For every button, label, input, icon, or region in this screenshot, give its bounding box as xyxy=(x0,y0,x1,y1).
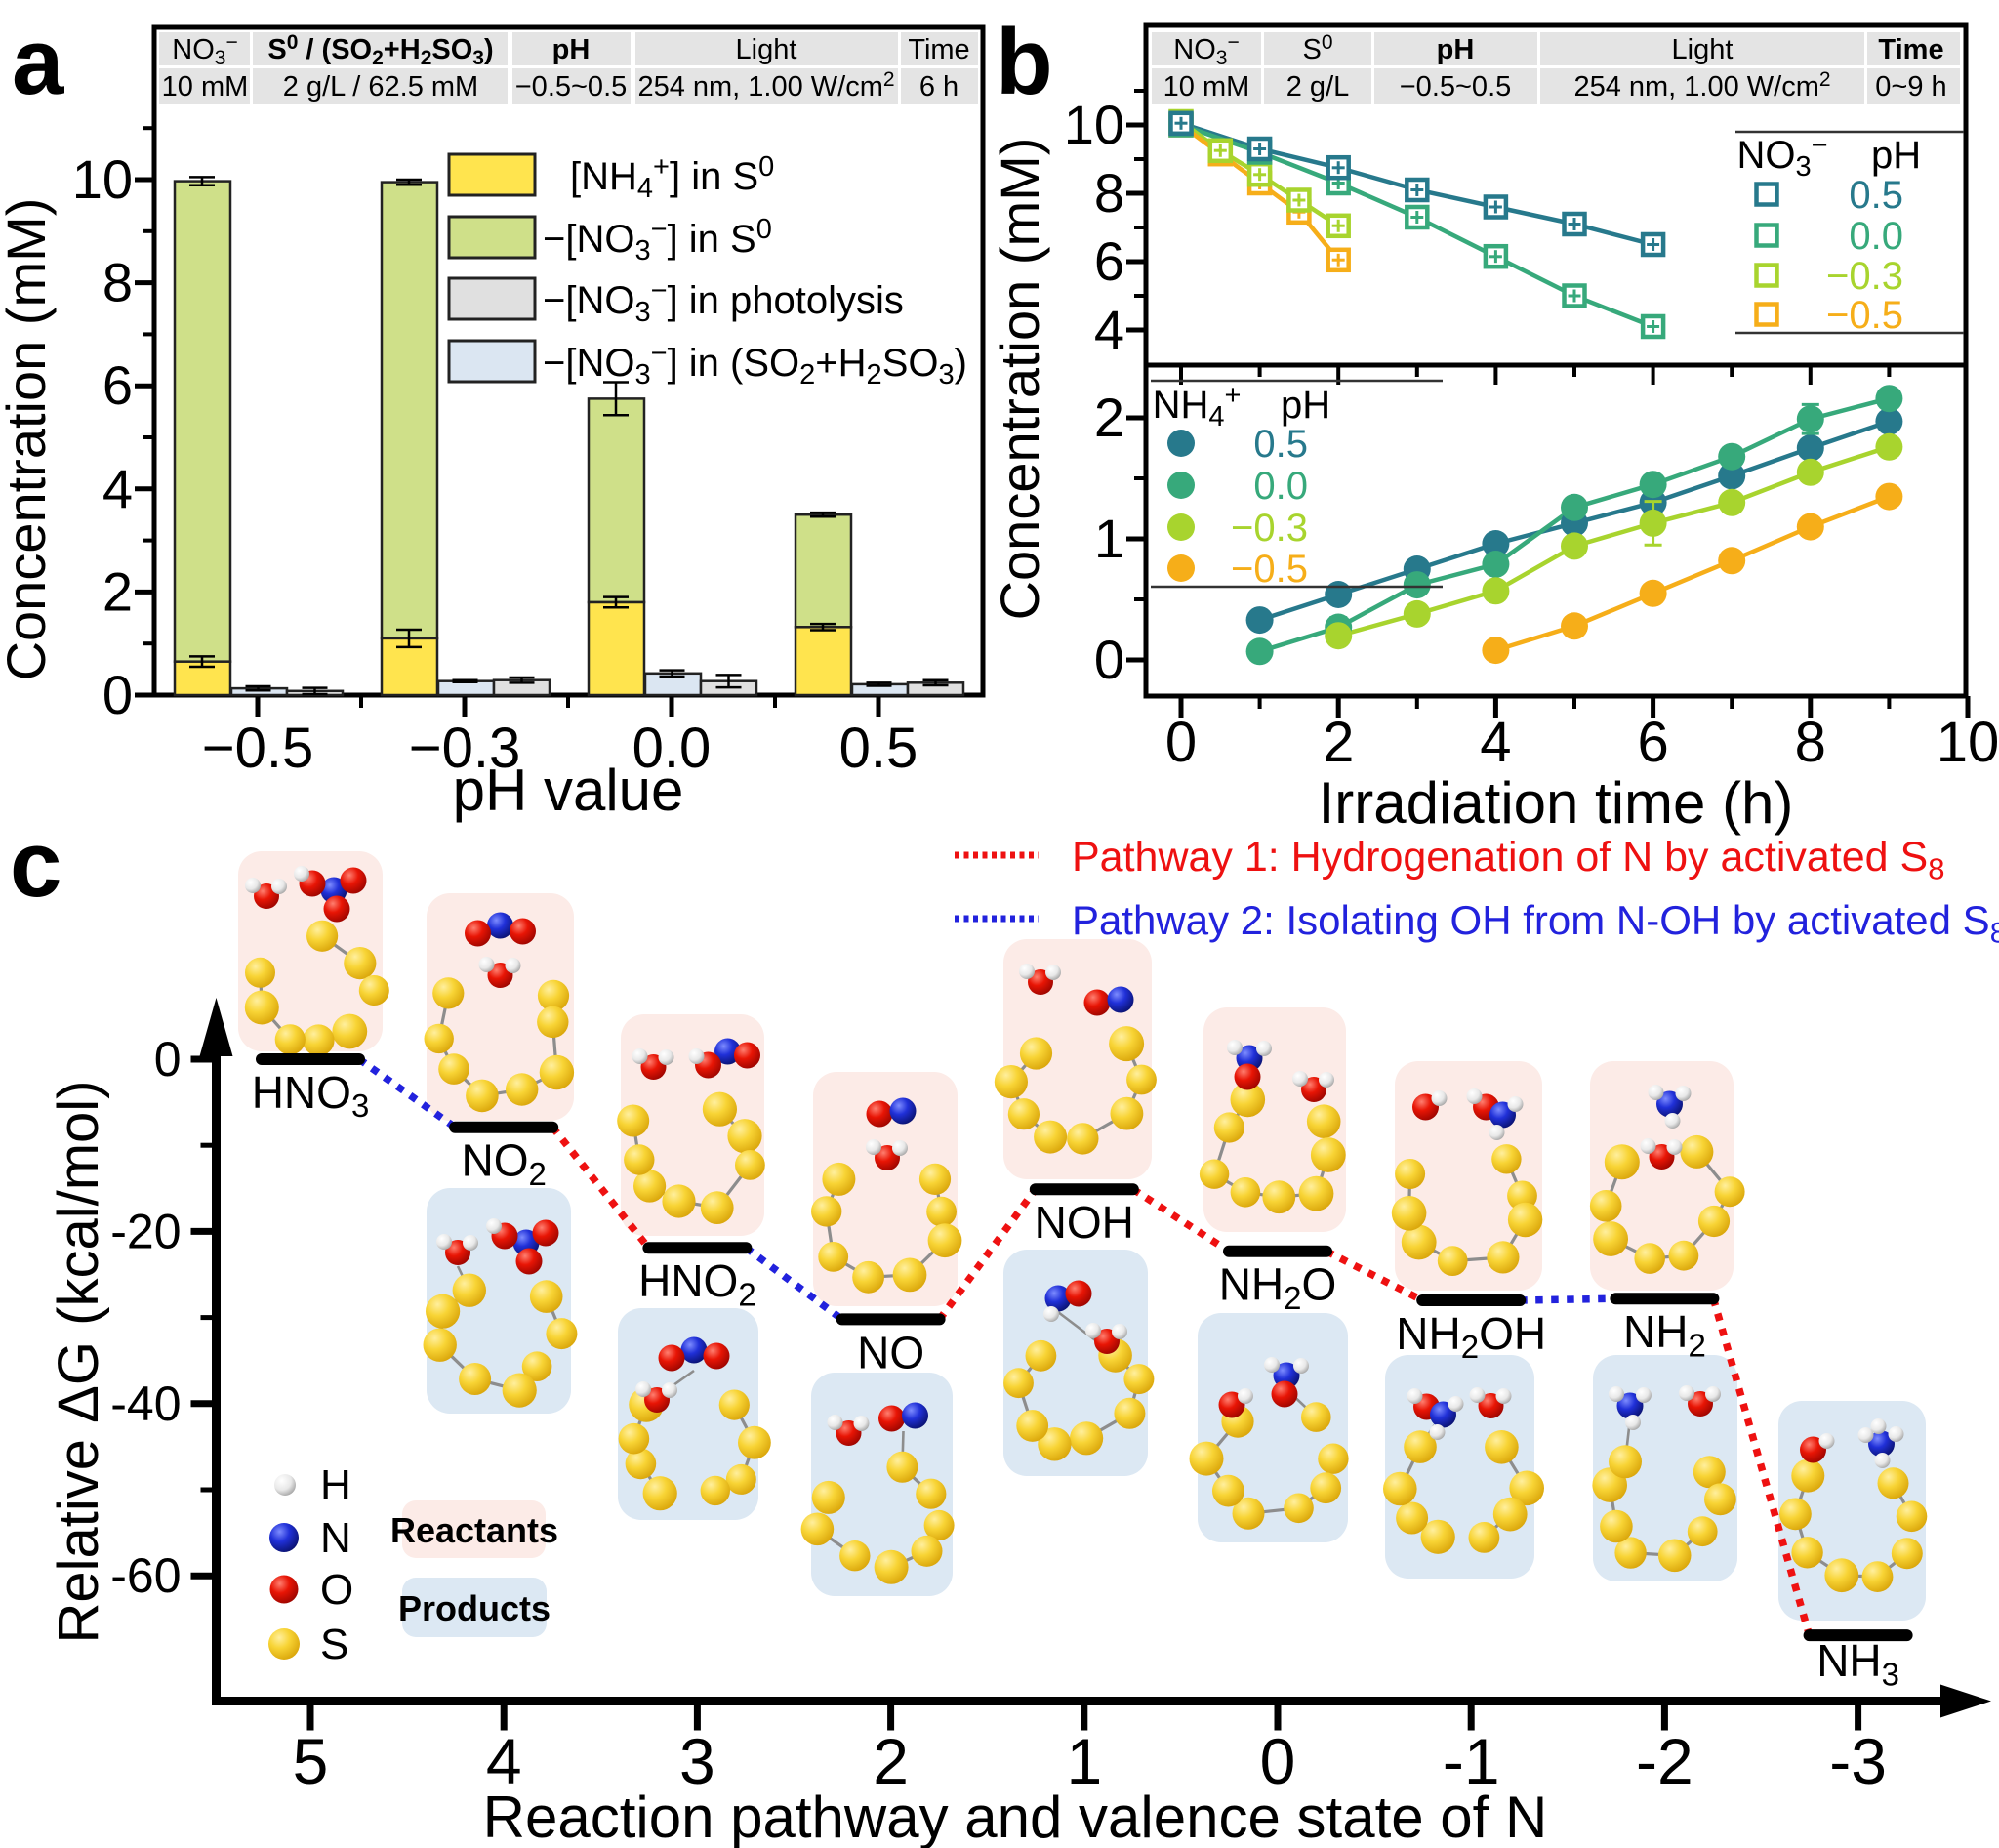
svg-text:H: H xyxy=(320,1461,351,1509)
svg-text:254 nm, 1.00 W/cm2​: 254 nm, 1.00 W/cm2​ xyxy=(1573,68,1830,103)
svg-text:10: 10 xyxy=(1064,94,1124,155)
svg-text:Concentration (mM): Concentration (mM) xyxy=(0,198,57,681)
svg-text:8: 8 xyxy=(1795,711,1826,774)
svg-text:2 g/L: 2 g/L xyxy=(1286,71,1350,103)
svg-text:Light: Light xyxy=(1672,34,1734,65)
svg-text:Time: Time xyxy=(908,34,969,65)
svg-text:pH: pH xyxy=(552,34,591,65)
svg-text:NH2​: NH2​ xyxy=(1623,1306,1706,1363)
svg-text:O: O xyxy=(320,1566,353,1614)
svg-text:HNO2​: HNO2​ xyxy=(638,1255,756,1312)
svg-text:pH: pH xyxy=(1437,34,1475,65)
svg-text:10 mM: 10 mM xyxy=(162,71,249,103)
svg-text:pH value: pH value xyxy=(453,758,684,823)
svg-text:NH2O: NH2O xyxy=(1219,1259,1337,1316)
svg-text:3: 3 xyxy=(679,1725,715,1797)
svg-text:S: S xyxy=(320,1621,348,1668)
svg-text:2 g/L / 62.5 mM: 2 g/L / 62.5 mM xyxy=(283,71,478,103)
svg-text:−0.5~0.5: −0.5~0.5 xyxy=(1400,71,1512,103)
svg-text:S0​: S0​ xyxy=(1302,31,1332,65)
svg-text:−0.3: −0.3 xyxy=(409,717,521,780)
svg-text:0.5: 0.5 xyxy=(1849,174,1903,217)
svg-text:Light: Light xyxy=(736,34,797,65)
svg-text:a: a xyxy=(12,10,64,114)
svg-text:NO: NO xyxy=(857,1327,924,1377)
svg-text:pH: pH xyxy=(1871,134,1921,177)
svg-text:0~9 h: 0~9 h xyxy=(1875,71,1946,103)
svg-text:0: 0 xyxy=(1260,1725,1296,1797)
svg-text:N: N xyxy=(320,1514,351,1562)
svg-text:4: 4 xyxy=(1094,299,1124,360)
svg-text:254 nm, 1.00 W/cm2​: 254 nm, 1.00 W/cm2​ xyxy=(637,68,894,103)
svg-text:Relative ΔG (kcal/mol): Relative ΔG (kcal/mol) xyxy=(47,1081,110,1644)
svg-text:4: 4 xyxy=(1480,711,1511,774)
svg-text:0.5: 0.5 xyxy=(1253,423,1308,466)
svg-text:-3: -3 xyxy=(1829,1725,1887,1797)
svg-text:S0 / (SO2+H2SO3): S0 / (SO2+H2SO3) xyxy=(267,31,493,69)
svg-text:−0.5: −0.5 xyxy=(1826,294,1903,337)
svg-text:Reaction pathway and valence s: Reaction pathway and valence state of N xyxy=(483,1785,1548,1848)
svg-text:Pathway 2: Isolating OH from N: Pathway 2: Isolating OH from N-OH by act… xyxy=(1072,897,1999,949)
svg-text:NO3−​: NO3−​ xyxy=(1173,31,1239,69)
svg-text:6: 6 xyxy=(102,354,133,416)
svg-text:0: 0 xyxy=(1165,711,1197,774)
svg-text:Reactants: Reactants xyxy=(390,1510,558,1550)
svg-text:-20: -20 xyxy=(110,1204,181,1258)
svg-text:10: 10 xyxy=(72,148,133,210)
svg-text:c: c xyxy=(10,812,61,917)
svg-text:6: 6 xyxy=(1637,711,1668,774)
svg-text:6 h: 6 h xyxy=(919,71,959,103)
svg-text:pH: pH xyxy=(1281,384,1330,427)
svg-text:−[NO3−] in (SO2+H2SO3): −[NO3−] in (SO2+H2SO3) xyxy=(543,338,967,390)
svg-text:NO3−​: NO3−​ xyxy=(1736,130,1827,183)
svg-text:NH2OH: NH2OH xyxy=(1396,1308,1546,1365)
svg-text:2: 2 xyxy=(873,1725,909,1797)
svg-text:10: 10 xyxy=(1937,711,1999,774)
svg-text:-2: -2 xyxy=(1636,1725,1693,1797)
svg-text:−0.5: −0.5 xyxy=(1231,548,1308,591)
svg-text:0: 0 xyxy=(1094,629,1124,690)
svg-text:0.0: 0.0 xyxy=(1253,465,1308,508)
svg-text:1: 1 xyxy=(1066,1725,1102,1797)
svg-text:1: 1 xyxy=(1094,508,1124,569)
svg-text:NH4+​: NH4+​ xyxy=(1153,380,1242,432)
svg-text:2: 2 xyxy=(102,560,133,622)
svg-text:0.0: 0.0 xyxy=(632,717,712,780)
svg-text:HNO3​: HNO3​ xyxy=(252,1067,370,1124)
svg-text:−0.3: −0.3 xyxy=(1231,507,1308,550)
svg-text:10 mM: 10 mM xyxy=(1163,71,1250,103)
svg-text:0.5: 0.5 xyxy=(839,717,918,780)
svg-text:5: 5 xyxy=(293,1725,329,1797)
svg-text:2: 2 xyxy=(1323,711,1354,774)
svg-text:Irradiation time (h): Irradiation time (h) xyxy=(1319,770,1794,836)
svg-text:−0.5: −0.5 xyxy=(202,717,314,780)
svg-text:Products: Products xyxy=(398,1588,551,1628)
svg-text:8: 8 xyxy=(1094,162,1124,224)
svg-text:NO2​: NO2​ xyxy=(462,1135,547,1192)
svg-text:[NH4+] in S0​: [NH4+] in S0​ xyxy=(570,151,774,204)
svg-text:8: 8 xyxy=(102,252,133,313)
svg-text:b: b xyxy=(996,10,1053,114)
svg-text:0: 0 xyxy=(102,664,133,725)
svg-text:NOH: NOH xyxy=(1035,1197,1134,1248)
svg-text:−[NO3−] in S0​: −[NO3−] in S0​ xyxy=(543,214,772,267)
svg-text:Concentration (mM): Concentration (mM) xyxy=(989,138,1050,621)
svg-text:NO3−​: NO3−​ xyxy=(172,31,237,69)
svg-text:-1: -1 xyxy=(1443,1725,1500,1797)
svg-text:2: 2 xyxy=(1094,387,1124,448)
svg-text:−0.5~0.5: −0.5~0.5 xyxy=(515,71,628,103)
svg-text:0: 0 xyxy=(154,1032,182,1087)
svg-text:4: 4 xyxy=(102,458,133,519)
svg-text:4: 4 xyxy=(486,1725,522,1797)
svg-text:0.0: 0.0 xyxy=(1849,215,1903,258)
svg-text:−[NO3−] in photolysis: −[NO3−] in photolysis xyxy=(543,275,904,328)
svg-text:−0.3: −0.3 xyxy=(1826,255,1903,298)
svg-text:-60: -60 xyxy=(110,1548,181,1603)
svg-text:6: 6 xyxy=(1094,230,1124,292)
svg-text:-40: -40 xyxy=(110,1376,181,1431)
svg-text:Time: Time xyxy=(1878,34,1943,65)
svg-text:Pathway 1: Hydrogenation of N: Pathway 1: Hydrogenation of N by activat… xyxy=(1072,834,1944,886)
svg-text:NH3​: NH3​ xyxy=(1816,1635,1899,1692)
